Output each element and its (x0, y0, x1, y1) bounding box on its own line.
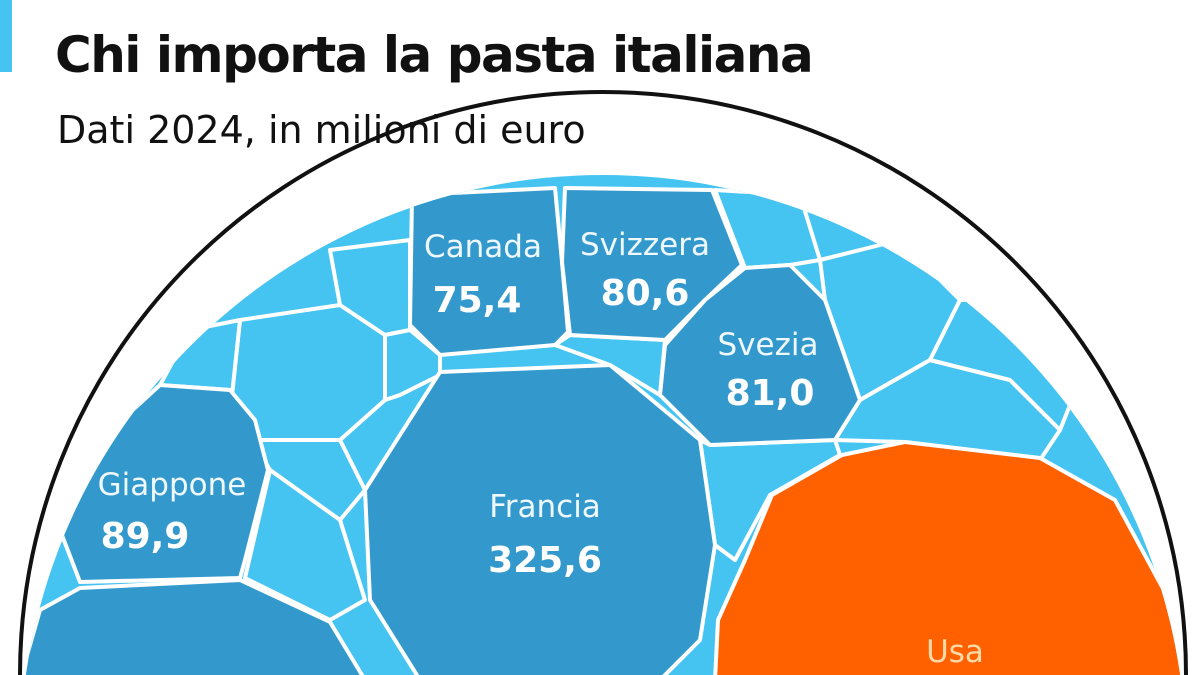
cell-svezia (658, 263, 862, 447)
cell-minor (243, 468, 367, 622)
circle-outline (18, 90, 1188, 675)
value-svizzera: 80,6 (601, 273, 690, 314)
chart-title: Chi importa la pasta italiana (55, 26, 814, 84)
cell-francia (363, 363, 717, 675)
chart-subtitle: Dati 2024, in milioni di euro (57, 108, 586, 152)
value-francia: 325,6 (488, 540, 602, 581)
label-canada: Canada (424, 229, 542, 265)
cell-usa (713, 440, 1186, 675)
cell-minor (158, 318, 242, 397)
label-francia: Francia (489, 489, 601, 525)
cell-unlabeled-large (20, 578, 367, 675)
label-svizzera: Svizzera (580, 227, 710, 263)
accent-bar (0, 0, 12, 72)
value-giappone: 89,9 (101, 516, 190, 557)
label-usa: Usa (926, 634, 984, 670)
label-svezia: Svezia (718, 327, 819, 363)
value-svezia: 81,0 (726, 373, 815, 414)
cell-canada (408, 186, 570, 357)
value-canada: 75,4 (433, 280, 522, 321)
label-giappone: Giappone (98, 467, 247, 503)
